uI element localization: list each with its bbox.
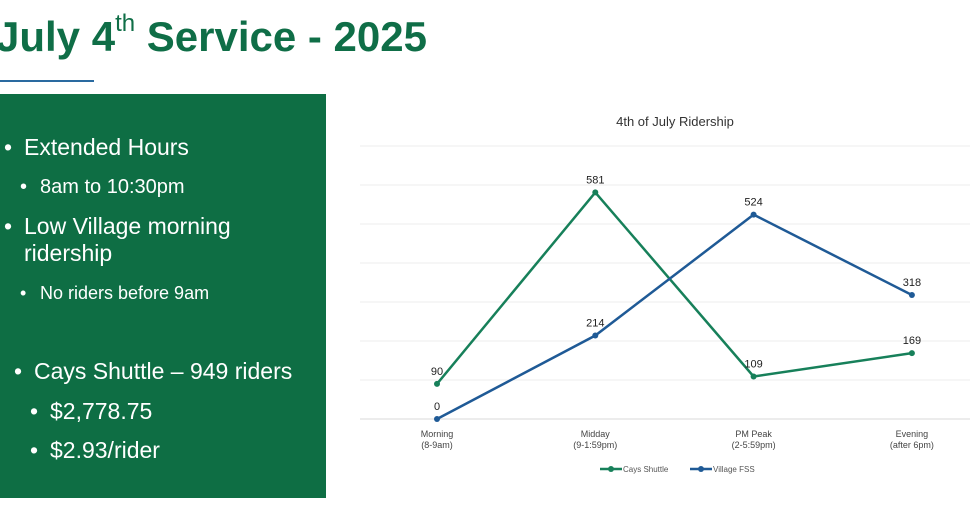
- bullet: Cays Shuttle – 949 riders: [14, 358, 292, 385]
- data-label: 169: [903, 335, 921, 347]
- title-underline: [0, 80, 94, 82]
- series-line-cays-shuttle: [436, 190, 913, 385]
- data-label: 318: [903, 277, 921, 289]
- data-point: [592, 189, 599, 196]
- bullet: Low Village morning: [4, 213, 231, 240]
- data-point: [750, 373, 757, 380]
- ridership-line-chart: 4th of July Ridership Morning(8-9am) Midda…: [360, 114, 970, 474]
- x-tick-label: Morning: [421, 429, 454, 439]
- summary-panel: Extended Hours 8am to 10:30pm Low Villag…: [0, 94, 326, 498]
- data-point: [592, 332, 599, 339]
- x-tick-label: (after 6pm): [890, 440, 934, 450]
- x-tick-label: (8-9am): [421, 440, 453, 450]
- series-line-village-fss: [436, 213, 913, 421]
- data-point: [434, 416, 440, 422]
- data-label: 581: [586, 174, 604, 186]
- data-point: [908, 291, 915, 298]
- x-tick-label: (2-5:59pm): [732, 440, 776, 450]
- data-point: [908, 350, 915, 357]
- legend-label: Cays Shuttle: [623, 465, 669, 474]
- page-title: July 4th Service - 2025: [0, 10, 427, 60]
- bullet: Extended Hours: [4, 134, 189, 161]
- chart-title: 4th of July Ridership: [616, 114, 734, 129]
- bullet: 8am to 10:30pm: [20, 176, 184, 199]
- bullet: No riders before 9am: [20, 283, 209, 304]
- bullet: $2.93/rider: [30, 437, 160, 464]
- data-label: 90: [431, 366, 443, 378]
- bullet-continuation: ridership: [24, 240, 113, 266]
- data-point: [750, 211, 757, 218]
- data-label: 0: [434, 401, 440, 413]
- legend-marker: [698, 466, 704, 472]
- legend-label: Village FSS: [713, 465, 755, 474]
- data-label: 214: [586, 318, 604, 330]
- x-tick-label: Midday: [581, 429, 611, 439]
- legend-marker: [608, 466, 614, 472]
- x-tick-label: Evening: [896, 429, 929, 439]
- data-label: 109: [744, 358, 762, 370]
- x-tick-label: (9-1:59pm): [573, 440, 617, 450]
- x-tick-label: PM Peak: [735, 429, 772, 439]
- bullet: $2,778.75: [30, 398, 152, 425]
- data-label: 524: [744, 197, 762, 209]
- data-point: [434, 380, 440, 387]
